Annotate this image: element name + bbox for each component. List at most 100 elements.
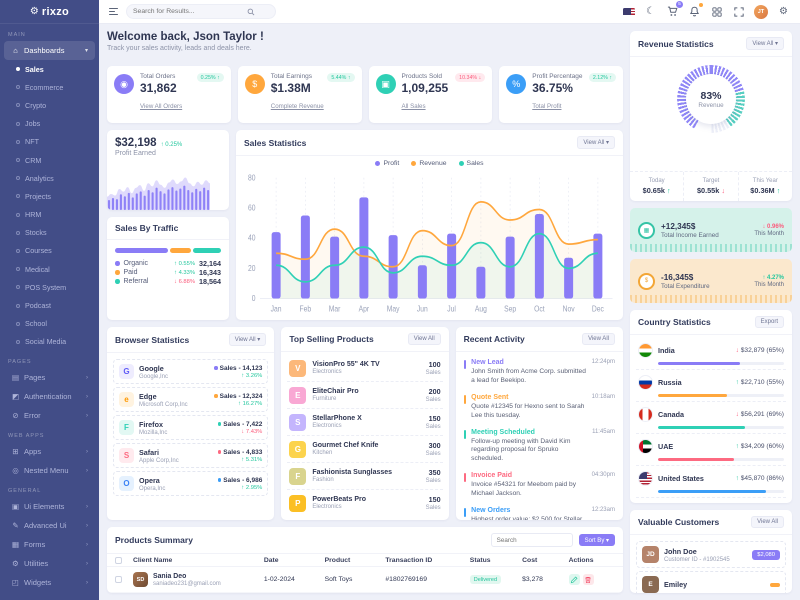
select-all-checkbox[interactable] <box>115 556 122 564</box>
sidebar-subitem[interactable]: Courses <box>0 242 99 260</box>
view-all-button[interactable]: View All <box>582 333 615 345</box>
sidebar-subitem[interactable]: Crypto <box>0 96 99 114</box>
stat-link[interactable]: Total Profit <box>532 103 562 110</box>
table-row[interactable]: SD Sania Deo saniadeo231@gmail.com 1-02-… <box>107 567 623 593</box>
sidebar-subitem[interactable]: NFT <box>0 133 99 151</box>
product-row[interactable]: P PowerBeats Pro Electronics 150 Sales <box>287 490 442 516</box>
customer-row[interactable]: E Emiley <box>636 571 786 593</box>
svg-text:0: 0 <box>252 294 256 304</box>
view-all-button[interactable]: View All <box>407 333 441 345</box>
browser-row[interactable]: G Google Google,Inc Sales - 14,123 ↑ 3.2… <box>113 359 269 384</box>
notifications-bell-icon[interactable] <box>688 3 703 18</box>
delete-button[interactable] <box>582 574 594 585</box>
legend-label: Revenue <box>419 160 447 167</box>
browser-logo-icon: O <box>119 476 134 491</box>
table-search-input[interactable] <box>496 536 567 544</box>
country-progress-fill <box>658 425 745 429</box>
sidebar-subitem[interactable]: Medical <box>0 260 99 278</box>
total-expenditure-card: $ -16,345$ Total Expenditure ↑ 4.27% Thi… <box>630 259 792 303</box>
product-sales-value: 150 <box>428 414 441 423</box>
sidebar-subitem[interactable]: Projects <box>0 187 99 205</box>
cart-icon[interactable]: 5 <box>666 1 683 18</box>
sidebar-item[interactable]: ⚙ Utilities › <box>4 554 95 573</box>
table-search[interactable] <box>490 533 573 547</box>
kpi-label: This Year <box>752 178 778 184</box>
product-category: Electronics <box>312 504 342 510</box>
sidebar-item[interactable]: ⊘ Error › <box>4 406 95 425</box>
sidebar-item[interactable]: ◎ Nested Menu › <box>4 461 95 480</box>
sidebar-item[interactable]: ⊞ Apps › <box>4 442 95 461</box>
view-all-button[interactable]: View All <box>751 516 784 528</box>
product-row[interactable]: E EliteChair Pro Furniture 200 Sales <box>287 382 443 409</box>
stat-link[interactable]: Complete Revenue <box>270 103 324 110</box>
customer-row[interactable]: JD John Doe Customer ID - #1902545 $2,08… <box>636 541 786 568</box>
hamburger-menu-icon[interactable] <box>109 7 118 16</box>
export-button[interactable]: Export <box>754 316 784 328</box>
sidebar-subitem[interactable]: Stocks <box>0 224 99 242</box>
sidebar-subitem[interactable]: HRM <box>0 206 99 224</box>
sidebar-item[interactable]: ◩ Authentication › <box>4 387 95 406</box>
global-search[interactable] <box>126 4 276 19</box>
brand-logo[interactable]: ⚙ rixzo <box>0 0 99 24</box>
product-row[interactable]: V VisionPro 55" 4K TV Electronics 100 Sa… <box>287 355 443 382</box>
view-all-button[interactable]: View All ▾ <box>577 136 615 149</box>
stat-link[interactable]: View All Orders <box>140 103 183 110</box>
bullet-icon <box>16 85 20 90</box>
browser-row[interactable]: F Firefox Mozilla,Inc Sales - 7,422 ↓ 7.… <box>113 415 269 440</box>
revenue-kpi: This Year $0.36M ↑ <box>739 172 792 201</box>
gauge-value: 83% <box>700 89 722 102</box>
kpi-label: Target <box>702 178 720 184</box>
browser-row[interactable]: O Opera Opera,Inc Sales - 6,986 ↑ 2.95% <box>113 471 269 496</box>
product-row[interactable]: S StellarPhone X Electronics 150 Sales <box>287 409 443 436</box>
product-row[interactable]: G Gourmet Chef Knife Kitchen 300 Sales <box>287 436 443 463</box>
sidebar-item[interactable]: ▦ Forms › <box>4 535 95 554</box>
trend-arrow-icon: ↓ <box>735 410 739 418</box>
sidebar-item[interactable]: ✎ Advanced Ui › <box>4 516 95 535</box>
expenditure-change: ↑ 4.27% <box>762 274 784 281</box>
stat-value: $1.38M <box>270 81 311 95</box>
brand-name: rixzo <box>41 5 70 18</box>
profit-label: Profit Earned <box>115 150 156 157</box>
sidebar-subitem[interactable]: Podcast <box>0 296 99 314</box>
sidebar-subitem[interactable]: POS System <box>0 278 99 296</box>
settings-gear-icon[interactable]: ⚙ <box>779 5 788 17</box>
sidebar-item[interactable]: ▣ Ui Elements › <box>4 497 95 516</box>
country-row: Russia ↑ $22,710 (55%) <box>636 370 786 402</box>
sidebar-item[interactable]: ⌂ Dashboards ▾ <box>4 41 95 60</box>
sidebar-subitem-label: Social Media <box>25 337 67 347</box>
view-all-button[interactable]: View All ▾ <box>228 333 267 346</box>
fullscreen-icon[interactable] <box>732 5 745 18</box>
sidebar-subitem[interactable]: Analytics <box>0 169 99 187</box>
edit-button[interactable] <box>568 574 580 585</box>
user-avatar[interactable]: JT <box>754 4 768 19</box>
browser-sales: Sales - 12,324 <box>214 393 262 400</box>
activity-row: New Lead John Smith from Acme Corp. subm… <box>462 355 617 390</box>
row-checkbox[interactable] <box>115 576 122 583</box>
sidebar-item[interactable]: ◰ Widgets › <box>4 573 95 592</box>
apps-grid-icon[interactable] <box>710 5 723 18</box>
search-input[interactable] <box>133 8 243 15</box>
middle-row: $32,198 ↑ 0.25% Profit Earned Sales By T… <box>107 130 623 320</box>
dot-icon <box>217 478 222 482</box>
dark-mode-moon-icon[interactable]: ☾ <box>646 5 655 17</box>
sidebar-subitem[interactable]: Sales <box>0 60 99 78</box>
sidebar-subitem[interactable]: Social Media <box>0 333 99 351</box>
sidebar-subitem[interactable]: CRM <box>0 151 99 169</box>
sidebar-subitem-label: Analytics <box>25 173 54 183</box>
browser-name: Edge <box>139 391 157 401</box>
sidebar-item-label: Pages <box>24 373 46 382</box>
sidebar-subitem[interactable]: School <box>0 315 99 333</box>
product-sales-value: 200 <box>428 387 441 396</box>
product-row[interactable]: F Fashionista Sunglasses Fashion 350 Sal… <box>287 463 443 490</box>
sidebar-item[interactable]: ▤ Pages › <box>4 368 95 387</box>
bullet-icon <box>16 230 20 235</box>
country-value: $22,710 (55%) <box>740 378 784 386</box>
browser-row[interactable]: S Safari Apple Corp,Inc Sales - 4,833 ↑ … <box>113 443 269 468</box>
sort-by-button[interactable]: Sort By ▾ <box>578 534 615 546</box>
browser-row[interactable]: e Edge Microsoft Corp,Inc Sales - 12,324… <box>113 387 269 412</box>
sidebar-subitem[interactable]: Ecommerce <box>0 78 99 96</box>
language-flag-icon[interactable] <box>622 5 635 18</box>
stat-link[interactable]: All Sales <box>401 103 426 110</box>
view-all-button[interactable]: View All ▾ <box>746 37 784 50</box>
sidebar-subitem[interactable]: Jobs <box>0 115 99 133</box>
